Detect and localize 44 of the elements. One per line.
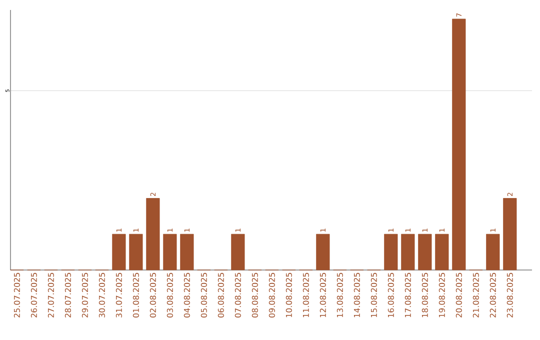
x-tick-label: 17.08.2025: [404, 272, 411, 318]
bar: [503, 198, 517, 270]
bar: [163, 234, 177, 270]
x-tick-label: 28.07.2025: [64, 272, 71, 318]
x-tick-label: 07.08.2025: [234, 272, 241, 318]
x-tick-label: 13.08.2025: [336, 272, 343, 318]
x-tick-label: 14.08.2025: [354, 272, 360, 318]
bar: [231, 234, 245, 270]
x-tick-label: 01.08.2025: [132, 272, 139, 318]
bar: [180, 234, 194, 270]
x-tick-label: 15.08.2025: [370, 272, 377, 318]
x-tick-label: 12.08.2025: [320, 272, 326, 318]
x-tick-label: 16.08.2025: [388, 272, 394, 318]
x-tick-label: 09.08.2025: [268, 272, 275, 318]
x-tick-label: 23.08.2025: [506, 272, 513, 318]
x-tick-label: 30.07.2025: [98, 272, 105, 318]
bar: [435, 234, 449, 270]
x-tick-label: 29.07.2025: [82, 272, 88, 318]
x-tick-label: 25.07.2025: [14, 272, 20, 318]
x-tick-label: 21.08.2025: [472, 272, 479, 318]
bar: [401, 234, 415, 270]
bar: [129, 234, 143, 270]
bar: [452, 18, 466, 270]
x-tick-label: 18.08.2025: [422, 272, 428, 318]
x-tick-label: 08.08.2025: [252, 272, 258, 318]
bar: [146, 198, 160, 270]
x-tick-label: 26.07.2025: [30, 272, 37, 318]
x-tick-label: 19.08.2025: [438, 272, 445, 318]
bar: [486, 234, 500, 270]
x-tick-label: 10.08.2025: [286, 272, 292, 318]
bar: [112, 234, 126, 270]
x-tick-label: 06.08.2025: [218, 272, 224, 318]
x-tick-label: 03.08.2025: [166, 272, 173, 318]
x-tick-label: 04.08.2025: [184, 272, 190, 318]
x-tick-label: 20.08.2025: [456, 272, 462, 318]
x-tick-label: 27.07.2025: [48, 272, 54, 318]
x-tick-label: 22.08.2025: [490, 272, 496, 318]
x-tick-label: 05.08.2025: [200, 272, 207, 318]
bar: [418, 234, 432, 270]
x-tick-label: 31.07.2025: [116, 272, 122, 318]
x-tick-label: 11.08.2025: [302, 272, 309, 318]
x-tick-label: 02.08.2025: [150, 272, 156, 318]
bar: [316, 234, 330, 270]
bar: [384, 234, 398, 270]
